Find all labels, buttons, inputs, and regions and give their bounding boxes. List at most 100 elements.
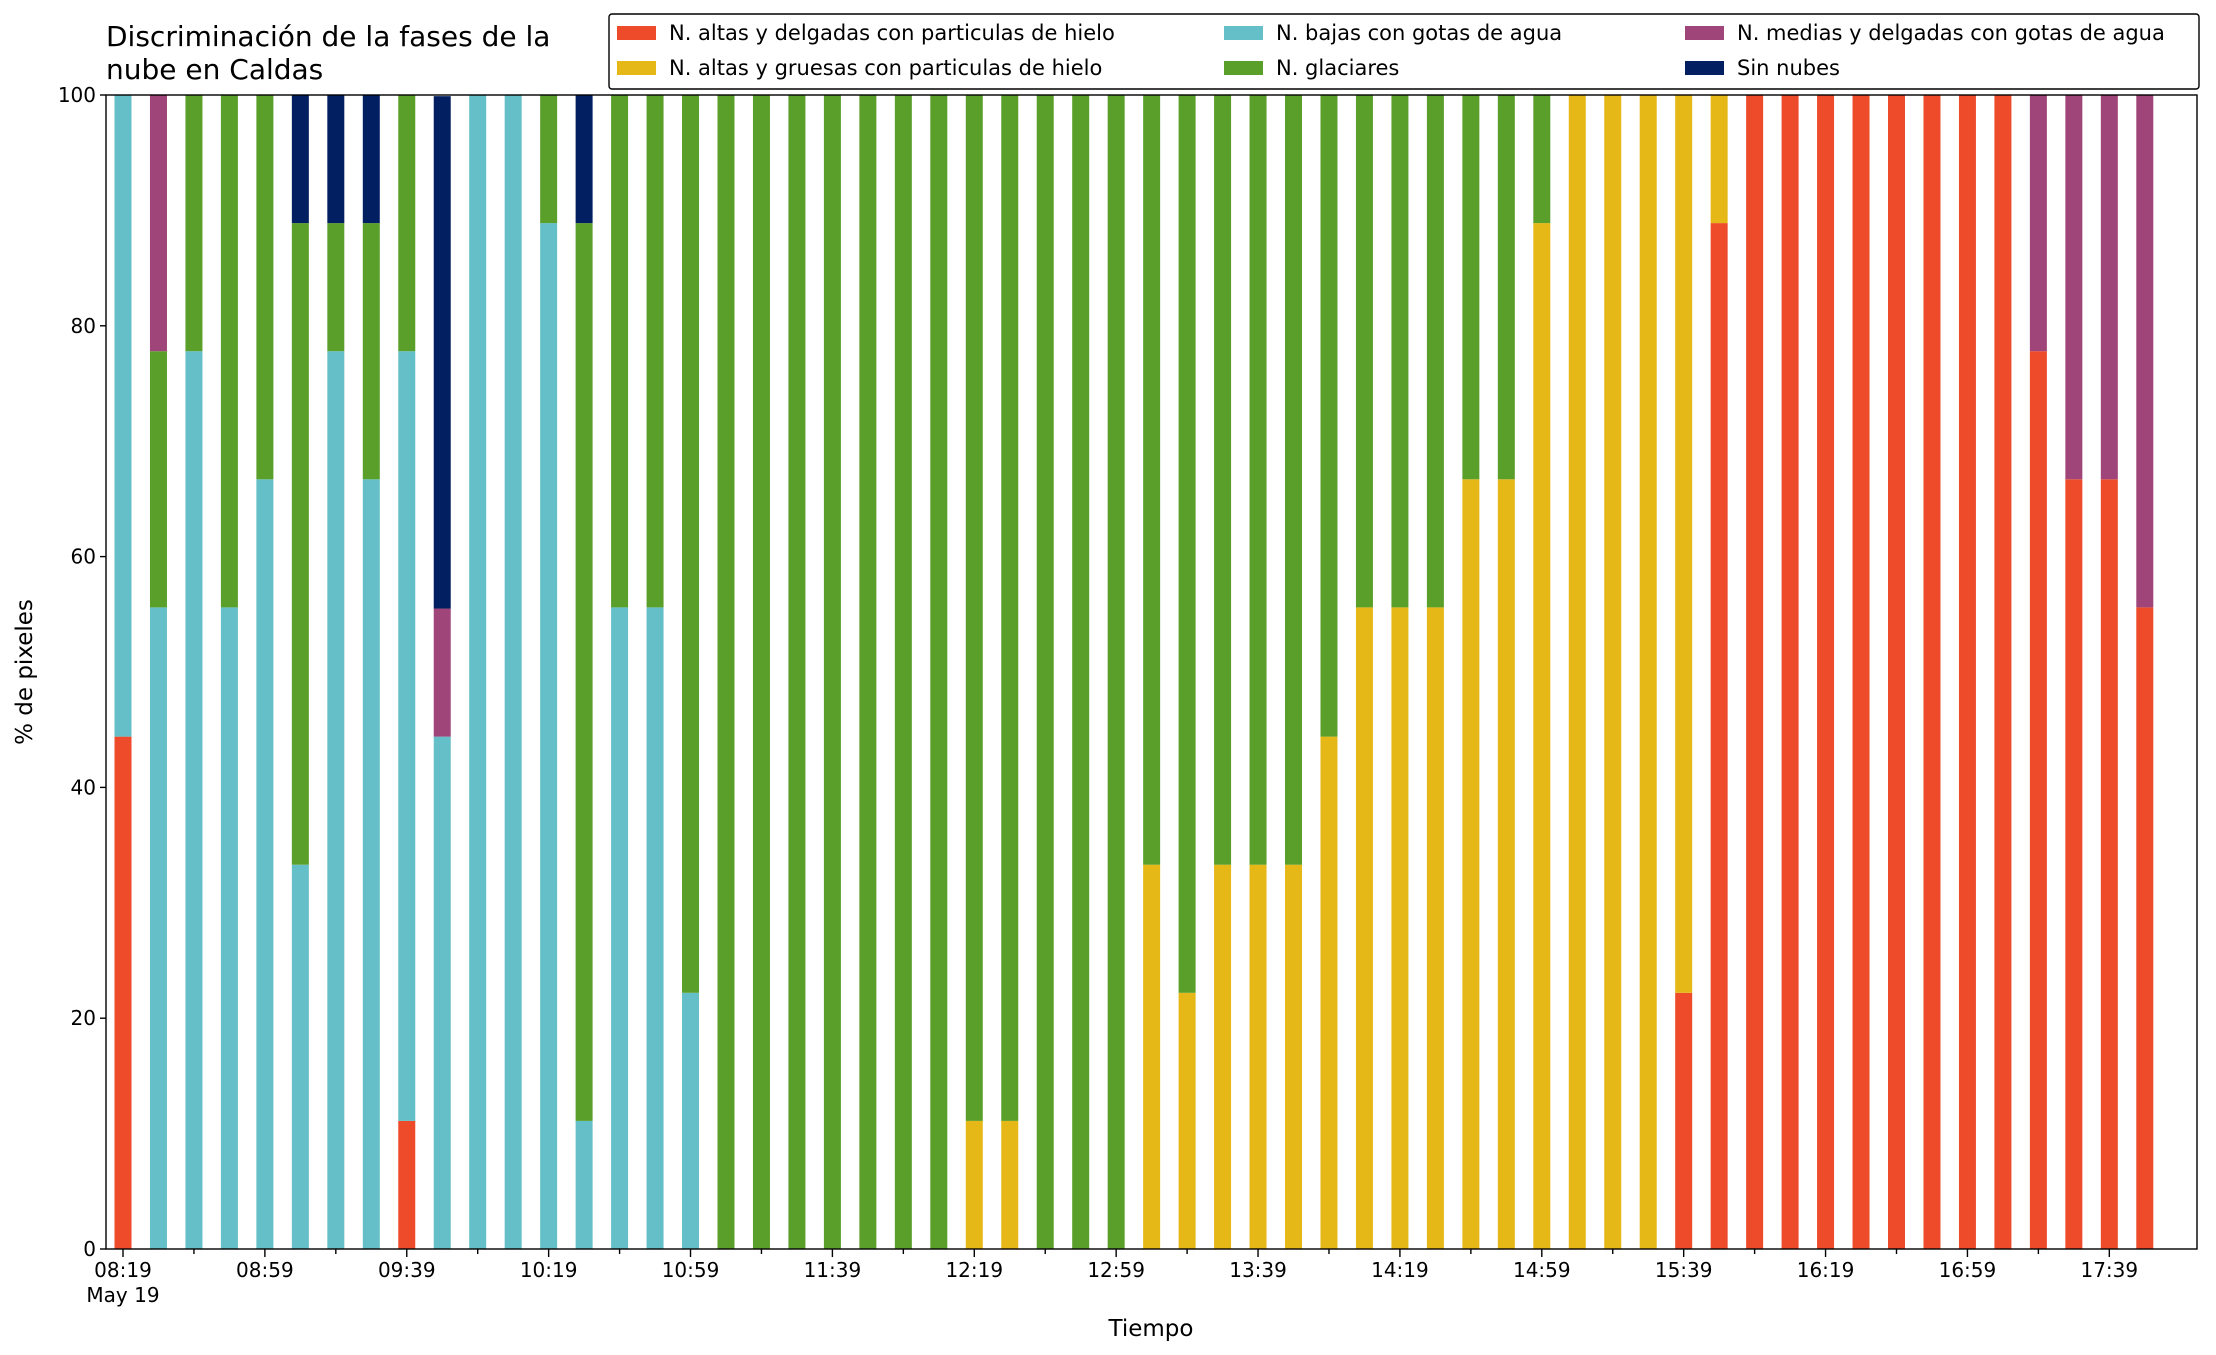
plot-frame: [105, 94, 2198, 1250]
bar-segment: [1107, 95, 1125, 1249]
bar-segment: [114, 736, 132, 1249]
bar-segment: [220, 607, 238, 1249]
bar-segment: [362, 479, 380, 1250]
x-tick-label: 17:39: [2080, 1258, 2138, 1282]
bar-segment: [291, 864, 309, 1249]
bar-segment: [611, 607, 629, 1249]
bar-segment: [1710, 223, 1728, 1249]
legend-label: N. altas y delgadas con particulas de hi…: [669, 21, 1115, 45]
date-label: May 19: [86, 1283, 159, 1307]
bar-segment: [1320, 95, 1338, 737]
bar-segment: [1249, 864, 1267, 1249]
legend-swatch: [617, 61, 656, 75]
bar-segment: [540, 223, 558, 1249]
legend-label: N. medias y delgadas con gotas de agua: [1737, 21, 2165, 45]
legend-box: [608, 13, 2200, 90]
bar-segment: [291, 223, 309, 865]
x-tick-label: 10:59: [662, 1258, 720, 1282]
chart-title: Discriminación de la fases de la nube en…: [106, 20, 551, 86]
bar-segment: [398, 351, 416, 1121]
bar-segment: [859, 95, 877, 1249]
y-tick-label: 20: [71, 1006, 96, 1030]
bar-segment: [504, 95, 522, 1249]
bar-segment: [469, 95, 487, 1249]
bar-segment: [1604, 95, 1622, 1249]
bar-segment: [256, 95, 274, 480]
bar-segment: [433, 736, 451, 1249]
legend-label: N. glaciares: [1276, 56, 1399, 80]
bar-segment: [2136, 607, 2154, 1249]
bar-segment: [1568, 95, 1586, 1249]
x-tick-label: 14:59: [1513, 1258, 1571, 1282]
bar-segment: [2136, 95, 2154, 608]
x-tick-label: 10:19: [520, 1258, 578, 1282]
bar-segment: [398, 1120, 416, 1249]
bar-segment: [894, 95, 912, 1249]
bar-segment: [1426, 607, 1444, 1249]
bar-segment: [788, 95, 806, 1249]
bar-segment: [1994, 95, 2012, 1249]
x-axis-label: Tiempo: [1108, 1316, 1194, 1342]
bar-segment: [1143, 864, 1161, 1249]
bar-segment: [1249, 95, 1267, 865]
bar-segment: [1781, 95, 1799, 1249]
bar-segment: [2100, 479, 2118, 1250]
bar-segment: [1143, 95, 1161, 865]
bar-segment: [575, 223, 593, 1121]
bar-segment: [1391, 95, 1409, 608]
legend-label: Sin nubes: [1737, 56, 1840, 80]
bar-segment: [1497, 95, 1515, 480]
bar-segment: [682, 95, 700, 993]
x-tick-label: 08:59: [236, 1258, 294, 1282]
bar-segment: [1285, 864, 1303, 1249]
bar-segment: [1462, 479, 1480, 1250]
legend-swatch: [1685, 26, 1724, 40]
bar-segment: [1178, 95, 1196, 993]
bar-segment: [540, 95, 558, 224]
bar-segment: [1214, 95, 1232, 865]
bar-segment: [1355, 95, 1373, 608]
x-tick-label: 12:19: [945, 1258, 1003, 1282]
bar-segment: [220, 95, 238, 608]
bar-segment: [327, 223, 345, 352]
bar-segment: [2029, 95, 2047, 352]
bar-segment: [1001, 95, 1019, 1121]
bar-segment: [2065, 95, 2083, 480]
bar-segment: [149, 95, 167, 352]
bar-segment: [1391, 607, 1409, 1249]
x-tick-label: 14:19: [1371, 1258, 1429, 1282]
bar-segment: [646, 607, 664, 1249]
bar-segment: [823, 95, 841, 1249]
bar-segment: [149, 351, 167, 608]
y-tick-label: 100: [58, 83, 96, 107]
bar-segment: [930, 95, 948, 1249]
bar-segment: [185, 351, 203, 1249]
legend-label: N. bajas con gotas de agua: [1276, 21, 1562, 45]
bar-segment: [1072, 95, 1090, 1249]
bar-segment: [1320, 736, 1338, 1249]
bar-segment: [717, 95, 735, 1249]
bar-segment: [2065, 479, 2083, 1250]
bar-segment: [752, 95, 770, 1249]
bar-segment: [1178, 992, 1196, 1249]
x-tick-label: 09:39: [378, 1258, 436, 1282]
bar-segment: [362, 95, 380, 224]
bar-segment: [1888, 95, 1905, 1249]
x-tick-label: 16:59: [1939, 1258, 1997, 1282]
bar-segment: [433, 608, 451, 737]
legend-swatch: [1224, 26, 1263, 40]
y-tick-label: 60: [71, 545, 96, 569]
bar-segment: [2029, 351, 2047, 1249]
bar-segment: [2100, 95, 2118, 480]
bar-segment: [1710, 95, 1728, 224]
x-tick-label: 16:19: [1797, 1258, 1855, 1282]
bar-segment: [1675, 992, 1693, 1249]
bar-segment: [1285, 95, 1303, 865]
x-tick-label: 11:39: [804, 1258, 862, 1282]
bar-segment: [185, 95, 203, 352]
bar-segment: [1036, 95, 1054, 1249]
bar-segment: [1923, 95, 1941, 1249]
legend: N. altas y delgadas con particulas de hi…: [608, 13, 2200, 90]
